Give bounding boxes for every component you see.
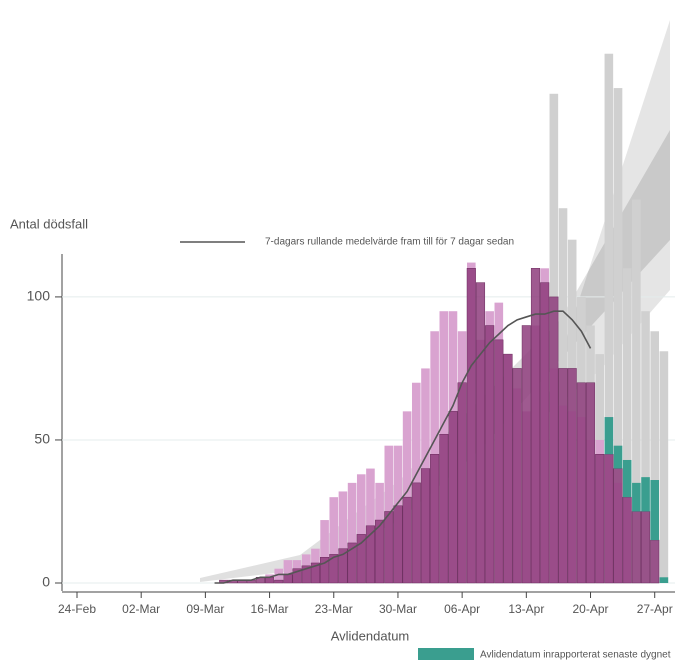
moving-average-line: [214, 310, 592, 584]
bar: [659, 577, 669, 583]
bar: [365, 525, 375, 584]
bar: [650, 480, 660, 541]
bar: [430, 454, 440, 584]
bar: [622, 459, 632, 498]
bar: [558, 368, 568, 584]
bar: [301, 565, 311, 584]
y-axis-label: Antal dödsfall: [10, 216, 88, 231]
bar: [320, 520, 329, 583]
x-tick-label: 02-Mar: [122, 602, 160, 616]
bar: [475, 282, 486, 584]
x-tick-label: 24-Feb: [58, 602, 96, 616]
x-tick-label: 27-Apr: [637, 602, 673, 616]
bar: [613, 445, 623, 469]
x-tick-label: 30-Mar: [379, 602, 417, 616]
bar: [375, 519, 385, 584]
bar: [521, 325, 531, 584]
bar: [402, 496, 412, 584]
x-tick-label: 06-Apr: [444, 602, 480, 616]
bar: [503, 353, 513, 584]
y-tick-label: 100: [27, 288, 51, 304]
bar: [320, 557, 330, 584]
y-tick-label: 50: [34, 431, 50, 447]
bar: [283, 560, 293, 583]
bar: [274, 568, 284, 583]
y-tick-label: 0: [42, 574, 50, 590]
bar: [632, 199, 641, 583]
x-tick-label: 16-Mar: [251, 602, 289, 616]
legend-label: Avlidendatum inrapporterat senaste dygne…: [480, 650, 671, 661]
bar: [641, 477, 650, 512]
legend-swatch: [418, 648, 474, 660]
bar: [329, 497, 339, 583]
x-tick-label: 23-Mar: [315, 602, 353, 616]
bar: [411, 482, 421, 584]
bar: [595, 454, 605, 584]
bar: [494, 339, 504, 584]
bar: [613, 88, 623, 583]
bar: [549, 296, 559, 584]
bar: [457, 382, 467, 584]
bar: [310, 562, 320, 584]
bar: [650, 331, 660, 583]
bar: [292, 568, 302, 584]
x-tick-label: 09-Mar: [186, 602, 224, 616]
bar: [329, 554, 339, 584]
bar: [356, 534, 366, 584]
x-tick-label: 13-Apr: [508, 602, 544, 616]
bar: [338, 548, 348, 584]
bar: [631, 511, 641, 584]
bar: [283, 574, 293, 584]
bar: [439, 433, 449, 584]
x-axis-label: Avlidendatum: [331, 628, 410, 643]
bar: [632, 482, 641, 512]
bar: [530, 268, 541, 584]
bar: [384, 511, 394, 584]
bar: [265, 577, 275, 584]
bar: [274, 579, 284, 584]
bar: [512, 368, 522, 584]
bar: [356, 474, 366, 583]
bar: [567, 368, 577, 584]
bar: [640, 511, 651, 584]
bar: [650, 539, 660, 584]
bar: [485, 325, 495, 584]
bar: [393, 505, 403, 584]
bar: [659, 351, 669, 583]
legend-label: 7-dagars rullande medelvärde fram till f…: [265, 237, 514, 248]
bar: [622, 496, 632, 584]
bar: [420, 468, 431, 584]
bar: [641, 311, 650, 583]
x-tick-label: 20-Apr: [573, 602, 609, 616]
bar: [540, 282, 550, 584]
bar: [613, 468, 623, 584]
bar: [622, 268, 632, 583]
bar: [576, 382, 586, 584]
bar: [466, 268, 476, 584]
bar: [604, 417, 614, 455]
bar: [604, 454, 614, 584]
bar: [347, 542, 357, 584]
bar: [338, 491, 348, 583]
bar: [448, 411, 458, 584]
bar: [585, 382, 596, 584]
bar: [347, 482, 357, 583]
bar: [604, 53, 614, 583]
